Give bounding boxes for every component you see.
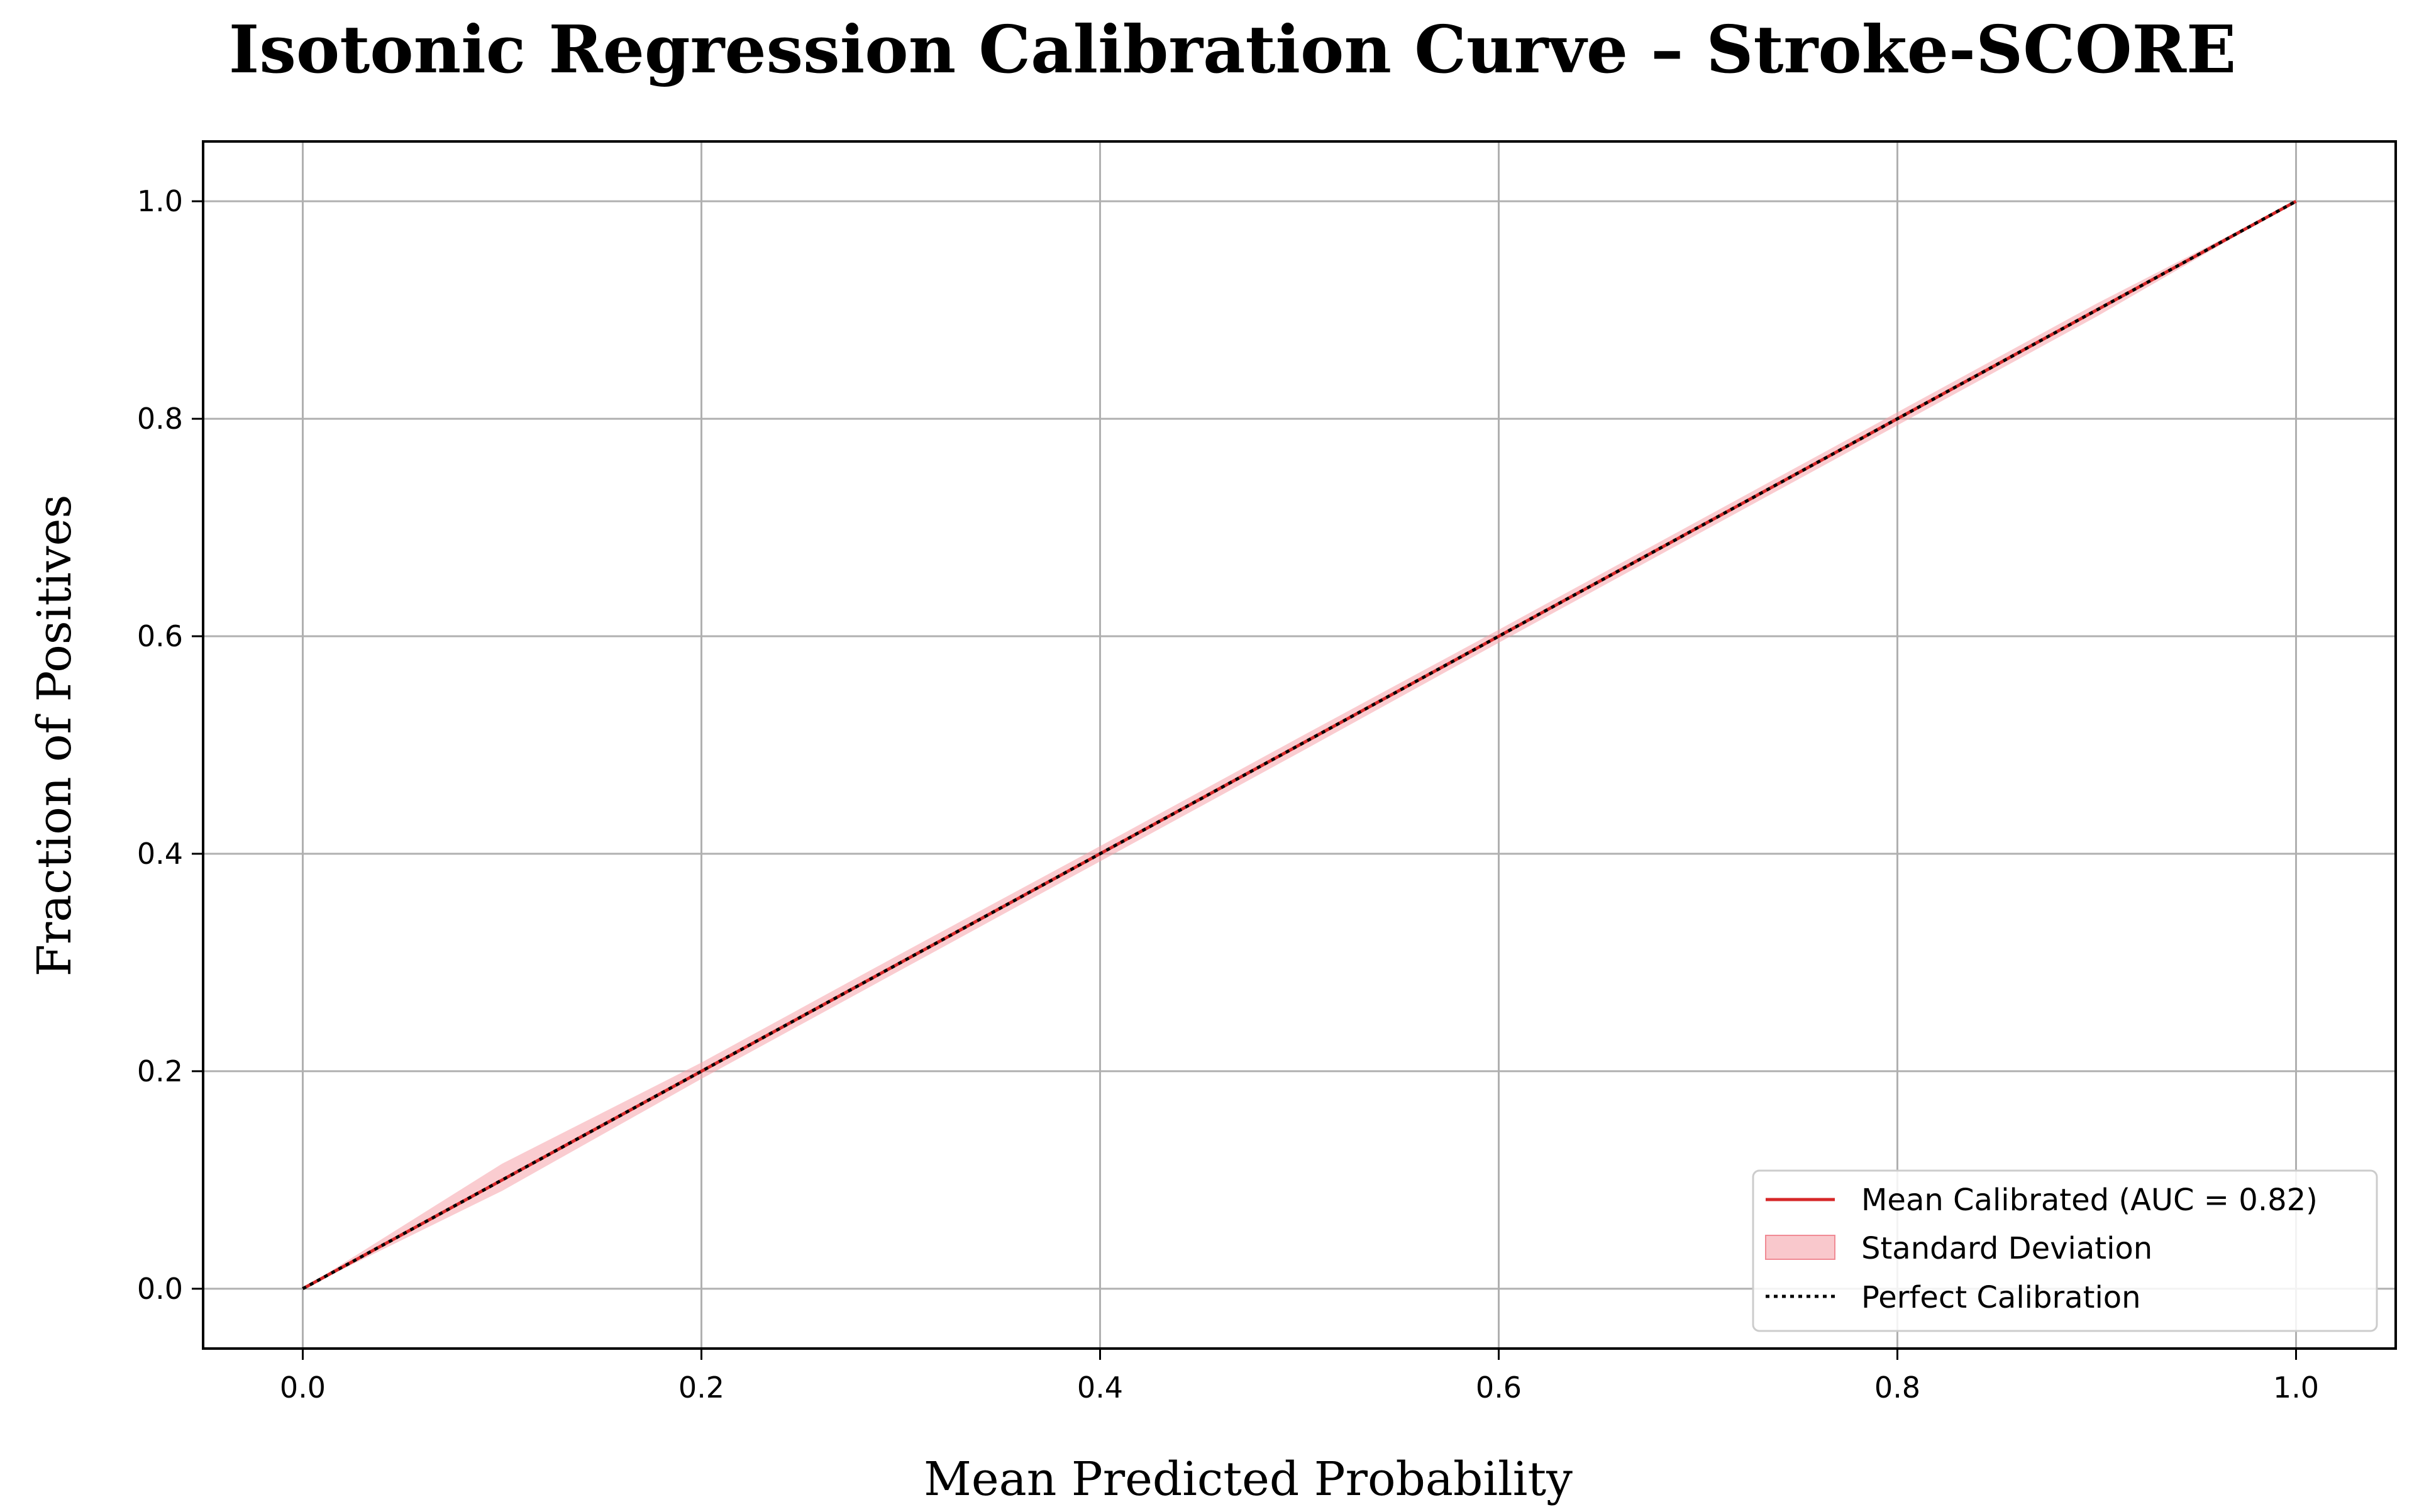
legend-perfect-label: Perfect Calibration <box>1861 1280 2141 1315</box>
x-tick-label: 0.8 <box>1874 1371 1920 1404</box>
y-tick-label: 1.0 <box>137 184 183 218</box>
perfect-calibration-line <box>302 199 2297 1291</box>
series-layer <box>302 199 2297 1291</box>
x-tick-label: 1.0 <box>2273 1371 2319 1404</box>
x-tick-label: 0.0 <box>280 1371 326 1404</box>
legend-mean-label: Mean Calibrated (AUC = 0.82) <box>1861 1183 2318 1218</box>
axis-ticks: 0.0 0.2 0.4 0.6 0.8 1.0 0.0 0.2 0.4 0.6 0.8 1.0 <box>137 184 2319 1404</box>
y-tick-label: 0.0 <box>137 1272 183 1306</box>
x-axis-label: Mean Predicted Probability <box>924 1452 1573 1506</box>
grid-lines <box>203 141 2396 1349</box>
y-tick-label: 0.4 <box>137 837 183 871</box>
y-tick-label: 0.6 <box>137 619 183 653</box>
legend-std-label: Standard Deviation <box>1861 1231 2152 1266</box>
x-tick-label: 0.2 <box>678 1371 724 1404</box>
legend-frame <box>1752 1169 2378 1332</box>
x-tick-label: 0.4 <box>1077 1371 1123 1404</box>
y-tick-label: 0.2 <box>137 1054 183 1088</box>
legend-std-swatch <box>1765 1235 1835 1260</box>
plot-frame <box>202 140 2397 1350</box>
x-tick-label: 0.6 <box>1476 1371 1522 1404</box>
chart-title: Isotonic Regression Calibration Curve – … <box>229 11 2237 88</box>
y-tick-label: 0.8 <box>137 402 183 436</box>
legend: Mean Calibrated (AUC = 0.82) Standard De… <box>1752 1169 2378 1332</box>
y-axis-label: Fraction of Positives <box>28 495 82 977</box>
